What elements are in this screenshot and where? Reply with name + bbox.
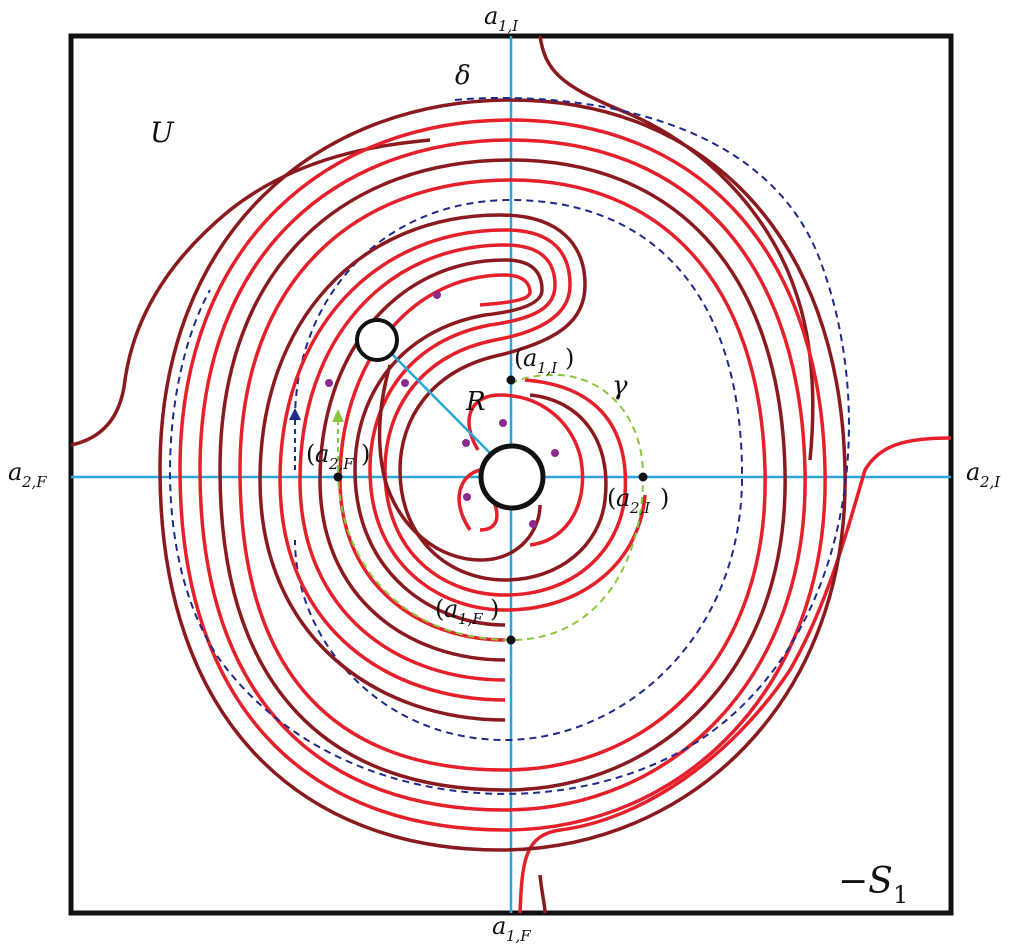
point-a1F: [506, 635, 516, 645]
marked-points: [333, 375, 648, 645]
delta-dashed-outer: [169, 96, 850, 795]
inner-spiral: [258, 213, 647, 722]
label-gamma: γ: [612, 371, 628, 401]
paren-open: (: [514, 344, 523, 372]
spiral-1: [258, 213, 608, 722]
label-U: U: [150, 116, 175, 149]
loop-1: [158, 98, 847, 852]
lobe-left: [377, 364, 542, 562]
label-minus-S1: −S: [838, 861, 893, 902]
lobe-upper: [467, 393, 585, 547]
dot: [551, 449, 559, 457]
axis-label-a1F-sub: 1,F: [506, 927, 531, 944]
loop-2: [178, 118, 827, 832]
axis-label-a1I-sub: 1,I: [498, 17, 519, 35]
paren-close: ): [361, 440, 370, 468]
dot: [401, 379, 409, 387]
gamma-arrowhead: [332, 409, 344, 422]
point-a2F: [333, 472, 343, 482]
puncture-dots: [325, 291, 559, 528]
point-label-a1F-base: a: [444, 595, 458, 623]
axis-label-a2F: a 2,F: [8, 458, 47, 491]
label-delta: δ: [455, 61, 471, 91]
lobe-lower: [457, 468, 499, 532]
spiral-4: [318, 258, 544, 662]
label-R: R: [465, 387, 486, 417]
loop-4: [218, 158, 787, 792]
point-label-a2I-sub: 2,I: [629, 499, 651, 517]
point-label-a1I-base: a: [523, 344, 537, 372]
axis-label-a2F-base: a: [8, 458, 22, 486]
paren-open: (: [306, 440, 315, 468]
concentric-loops: [158, 98, 847, 852]
delta-arrowhead: [289, 408, 301, 420]
gamma-dashed: [337, 373, 645, 642]
axis-label-a1I-base: a: [484, 2, 498, 30]
central-hole: [478, 443, 546, 511]
central-lobes: [377, 364, 585, 562]
bottom-right-outer-curve: [518, 436, 952, 914]
point-label-a2I: ( a 2,I ): [607, 484, 669, 517]
axis-label-a2I-sub: 2,I: [979, 473, 1001, 491]
point-a2I: [638, 472, 648, 482]
point-label-a2F-sub: 2,F: [328, 455, 354, 473]
top-right-outer-curve: [538, 35, 815, 461]
left-outer-curve: [70, 138, 431, 447]
point-label-a1I-sub: 1,I: [537, 359, 558, 377]
axis-label-a1F: a 1,F: [492, 912, 531, 944]
dot: [463, 493, 471, 501]
loop-5: [238, 178, 767, 772]
axis-label-a2I: a 2,I: [966, 458, 1001, 491]
paren-close: ): [490, 595, 499, 623]
dot: [433, 291, 441, 299]
point-label-a1F: ( a 1,F ): [435, 595, 499, 628]
delta-dashed-inner: [294, 198, 744, 742]
spiral-3: [298, 243, 647, 682]
point-label-a2F: ( a 2,F ): [306, 440, 370, 473]
loop-3: [198, 138, 807, 812]
point-label-a1I: ( a 1,I ): [514, 344, 574, 377]
point-label-a1F-sub: 1,F: [458, 610, 483, 628]
R-segment: [379, 341, 491, 454]
paren-close: ): [660, 484, 669, 512]
point-a1I: [506, 375, 516, 385]
point-label-a2I-base: a: [616, 484, 630, 512]
dot: [499, 419, 507, 427]
point-label-a2F-base: a: [315, 440, 329, 468]
bottom-left-tail: [538, 874, 547, 914]
label-minus-S1-sub: 1: [893, 881, 908, 909]
dot: [325, 379, 333, 387]
axis-label-a2I-base: a: [966, 458, 980, 486]
paren-open: (: [435, 595, 444, 623]
dot: [462, 439, 470, 447]
paren-open: (: [607, 484, 616, 512]
axis-label-a1I: a 1,I: [484, 2, 519, 35]
small-hole: [355, 318, 399, 362]
axis-label-a2F-sub: 2,F: [21, 473, 47, 491]
axis-label-a1F-base: a: [492, 912, 506, 940]
dot: [529, 520, 537, 528]
paren-close: ): [565, 344, 574, 372]
spiral-2: [278, 228, 628, 702]
